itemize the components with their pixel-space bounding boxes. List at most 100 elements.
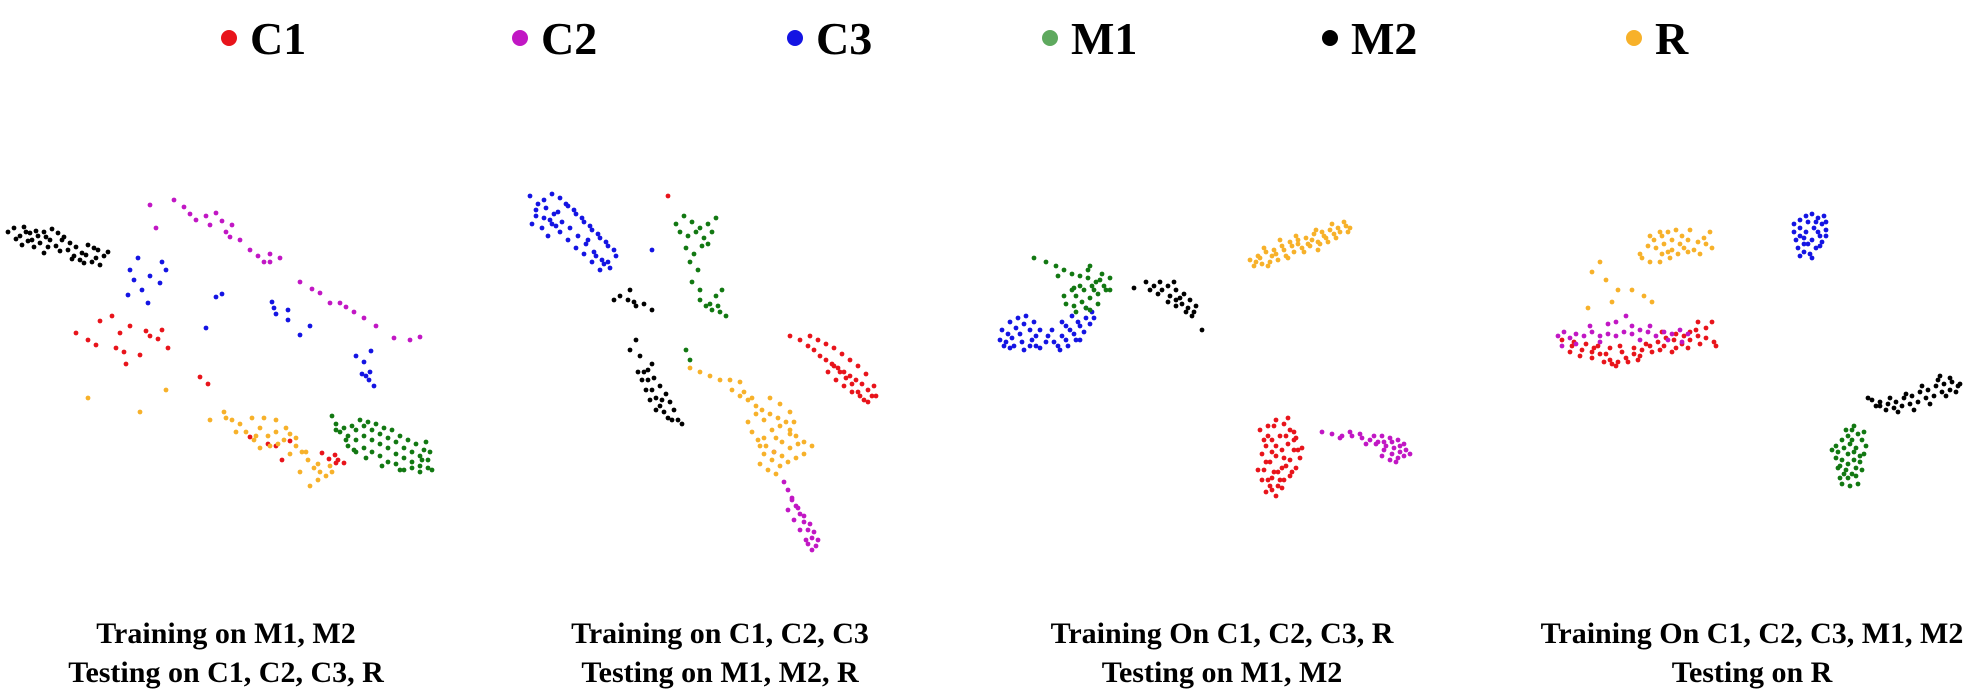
point-c3-22 <box>541 215 547 221</box>
point-m1-15 <box>687 259 693 265</box>
point-c2-16 <box>297 279 303 285</box>
point-r-40 <box>765 467 771 473</box>
point-m2-27 <box>37 240 43 246</box>
point-m1-33 <box>1829 447 1835 453</box>
point-m1-18 <box>1089 283 1095 289</box>
point-m1-15 <box>1835 449 1841 455</box>
point-c1-9 <box>165 345 171 351</box>
panel-4-caption-line-1: Training On C1, C2, C3, M1, M2 <box>1541 617 1964 650</box>
point-c3-16 <box>1811 225 1817 231</box>
point-m2-13 <box>1165 283 1171 289</box>
point-c1-18 <box>843 375 849 381</box>
point-r-16 <box>809 443 815 449</box>
point-r-9 <box>1319 229 1325 235</box>
point-m1-37 <box>1839 481 1845 487</box>
point-r-10 <box>1645 243 1651 249</box>
point-c3-40 <box>1069 313 1075 319</box>
point-r-12 <box>287 431 293 437</box>
point-m2-0 <box>617 293 623 299</box>
point-c3-3 <box>125 292 131 298</box>
point-c1-34 <box>1289 469 1295 475</box>
point-c1-7 <box>143 328 149 334</box>
point-m1-8 <box>693 229 699 235</box>
point-m1-13 <box>1079 299 1085 305</box>
point-m1-52 <box>351 447 357 453</box>
point-c3-9 <box>1801 241 1807 247</box>
point-m1-0 <box>673 221 679 227</box>
point-m1-18 <box>697 287 703 293</box>
point-c3-30 <box>605 259 611 265</box>
point-m2-9 <box>1193 303 1199 309</box>
legend-marker-c3 <box>787 30 803 46</box>
point-c1-8 <box>155 336 161 342</box>
point-m2-20 <box>1189 313 1195 319</box>
point-m1-7 <box>701 235 707 241</box>
point-m1-19 <box>1097 277 1103 283</box>
panel-2-caption-line-2: Testing on M1, M2, R <box>581 656 859 689</box>
point-m1-21 <box>709 307 715 313</box>
point-c2-14 <box>1661 329 1667 335</box>
point-m1-10 <box>401 445 407 451</box>
point-m1-16 <box>401 455 407 461</box>
point-m2-29 <box>1895 409 1901 415</box>
point-c2-13 <box>791 517 797 523</box>
point-c1-10 <box>1281 477 1287 483</box>
point-c2-26 <box>1407 451 1413 457</box>
point-c3-37 <box>1081 329 1087 335</box>
point-c2-21 <box>1573 341 1579 347</box>
point-r-28 <box>267 443 273 449</box>
point-c2-23 <box>1371 433 1377 439</box>
point-c1-43 <box>1263 489 1269 495</box>
point-c1-28 <box>871 383 877 389</box>
point-r-25 <box>1273 251 1279 257</box>
point-r-24 <box>761 435 767 441</box>
point-c3-36 <box>571 207 577 213</box>
point-m2-7 <box>631 299 637 305</box>
point-c3-38 <box>555 209 561 215</box>
point-r-2 <box>1603 277 1609 283</box>
point-c1-20 <box>1685 345 1691 351</box>
point-m1-15 <box>1063 301 1069 307</box>
point-r-1 <box>137 409 143 415</box>
point-m2-5 <box>1909 393 1915 399</box>
point-c3-16 <box>1043 339 1049 345</box>
point-c2-9 <box>223 229 229 235</box>
point-r-35 <box>1669 247 1675 253</box>
point-c3-31 <box>1067 327 1073 333</box>
point-c3-16 <box>297 332 303 338</box>
point-c3-12 <box>1015 315 1021 321</box>
point-m1-33 <box>425 465 431 471</box>
point-c2-15 <box>267 259 273 265</box>
point-m1-20 <box>1851 457 1857 463</box>
point-c2-24 <box>1647 323 1653 329</box>
point-m2-21 <box>1877 403 1883 409</box>
point-r-23 <box>283 425 289 431</box>
point-c2-1 <box>781 479 787 485</box>
point-c2-7 <box>213 210 219 216</box>
point-c1-32 <box>1275 469 1281 475</box>
point-c3-39 <box>1063 323 1069 329</box>
point-c2-9 <box>813 543 819 549</box>
point-m2-20 <box>1883 407 1889 413</box>
point-r-26 <box>251 437 257 443</box>
point-c3-15 <box>285 317 291 323</box>
point-c1-29 <box>1577 353 1583 359</box>
point-c2-8 <box>219 218 225 224</box>
point-c3-14 <box>273 311 279 317</box>
point-c3-21 <box>361 359 367 365</box>
point-c1-9 <box>1639 347 1645 353</box>
point-c3-12 <box>605 243 611 249</box>
panel-4-caption-line-2: Testing on R <box>1672 656 1833 689</box>
point-m1-11 <box>409 449 415 455</box>
point-c1-36 <box>1631 345 1637 351</box>
point-c3-23 <box>1797 225 1803 231</box>
point-c3-6 <box>157 280 163 286</box>
point-m1-4 <box>1069 271 1075 277</box>
point-m2-33 <box>1957 381 1963 387</box>
point-c3-10 <box>1795 245 1801 251</box>
point-c2-14 <box>261 259 267 265</box>
point-c3-25 <box>1055 343 1061 349</box>
point-c3-47 <box>601 261 607 267</box>
point-m2-28 <box>667 399 673 405</box>
scatter-panel-4: Training On C1, C2, C3, M1, M2 Testing o… <box>1541 211 1964 689</box>
